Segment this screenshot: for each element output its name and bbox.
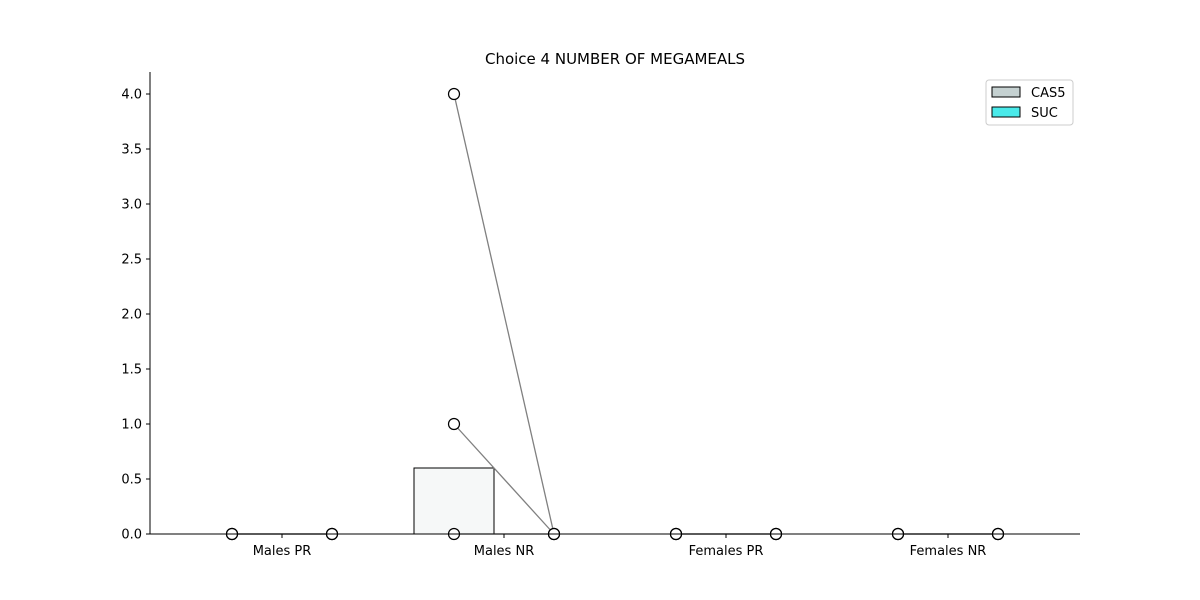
connector-lines-layer [232,93,998,535]
axes-layer: 0.0 0.5 1.0 1.5 2.0 2.5 3.0 3.5 4.0 Males PR Males… [121,72,1080,559]
x-tick-label-2: Females PR [689,544,764,559]
legend-swatch-suc [991,106,1021,118]
legend-swatch-cas5 [991,86,1021,98]
y-tick-label-1: 0.5 [121,473,142,488]
connector-line-1-1 [453,423,555,535]
y-tick-label-7: 3.5 [121,143,142,158]
legend-label-suc: SUC [1031,106,1058,121]
points-layer [225,87,1005,541]
bars-layer [191,467,1039,535]
y-tick-label-5: 2.5 [121,253,142,268]
y-tick-label-8: 4.0 [121,88,142,103]
y-tick-label-3: 1.5 [121,363,142,378]
legend-label-cas5: CAS5 [1031,86,1066,101]
y-tick-label-0: 0.0 [121,528,142,543]
connector-line-1-0 [453,93,555,535]
point-cas5-1-1 [447,417,461,431]
y-tick-label-2: 1.0 [121,418,142,433]
y-tick-label-6: 3.0 [121,198,142,213]
y-tick-label-4: 2.0 [121,308,142,323]
x-tick-label-3: Females NR [910,544,987,559]
legend: CAS5 SUC [985,79,1074,126]
x-tick-label-1: Males NR [474,544,534,559]
chart-title: Choice 4 NUMBER OF MEGAMEALS [485,50,745,68]
bar-cas5-1 [413,467,495,535]
point-cas5-1-0 [447,87,461,101]
x-tick-label-0: Males PR [253,544,312,559]
